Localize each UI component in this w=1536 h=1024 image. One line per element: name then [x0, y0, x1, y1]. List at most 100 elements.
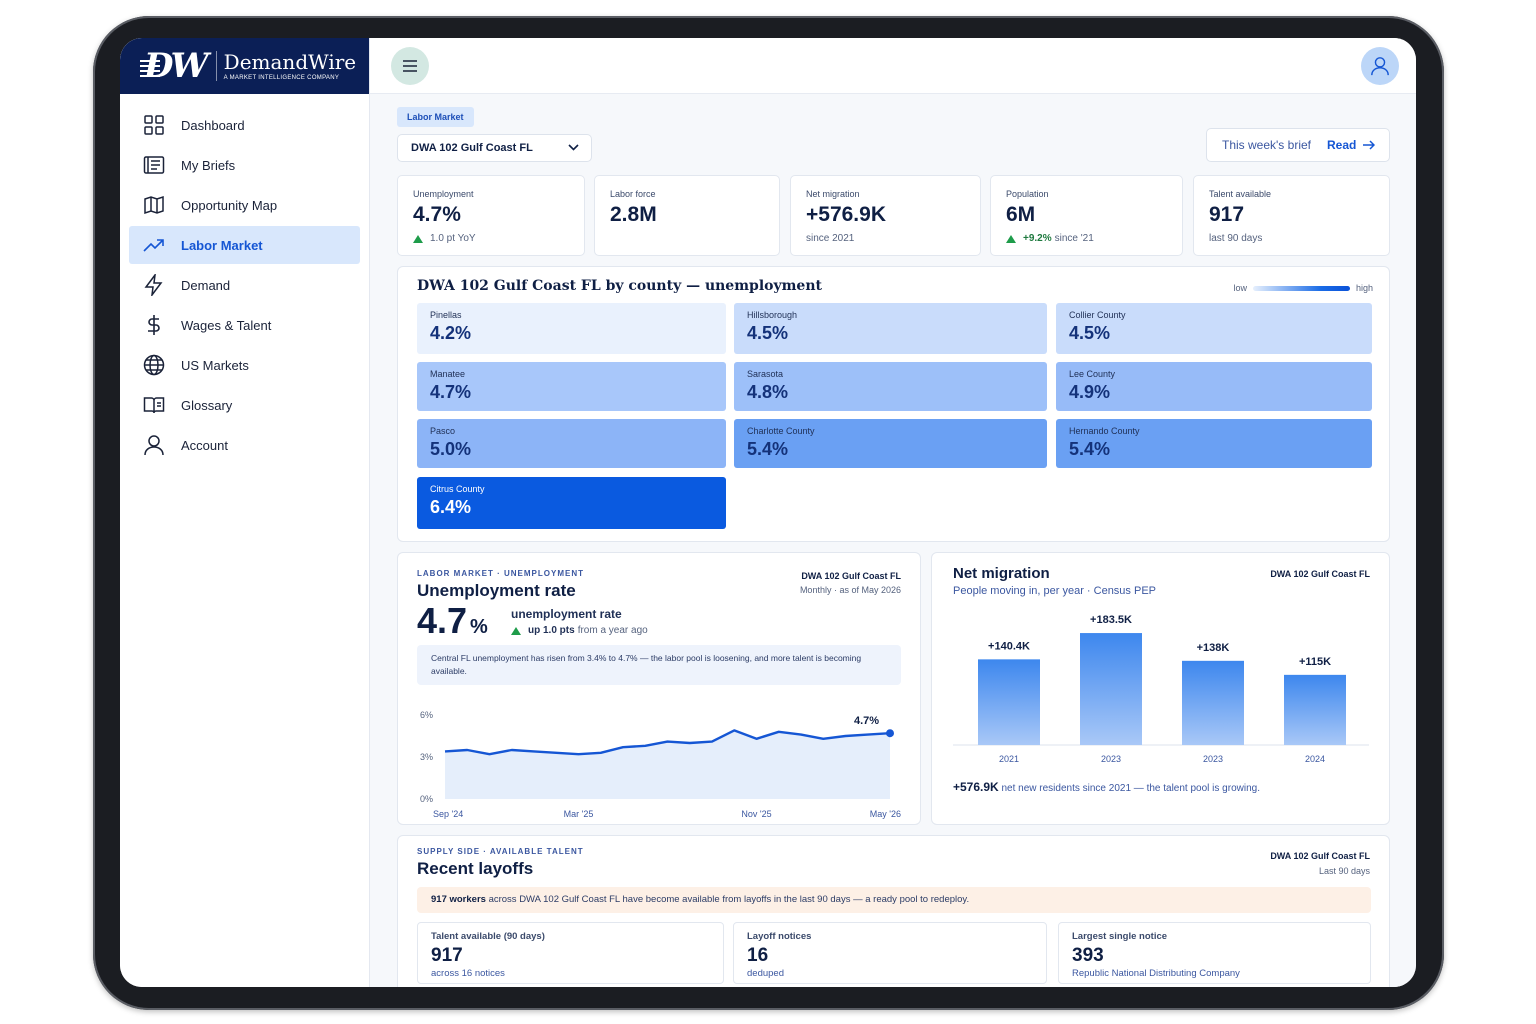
county-tile[interactable]: Manatee 4.7% [417, 362, 726, 411]
county-tile[interactable]: Pasco 5.0% [417, 419, 726, 468]
bar-value-label: +183.5K [1090, 614, 1132, 626]
county-value: 5.4% [1069, 439, 1111, 459]
county-name: Manatee [430, 369, 466, 379]
sidebar: DW DemandWire A MARKET INTELLIGENCE COMP… [120, 38, 370, 987]
stat-value: 16 [747, 945, 769, 966]
kpi-sub-text: 1.0 pt YoY [430, 233, 476, 244]
kpi-value: 4.7% [413, 203, 461, 226]
kpi-label: Net migration [806, 189, 860, 199]
sidebar-item-wages-talent[interactable]: Wages & Talent [129, 306, 360, 344]
bar-value-label: +115K [1299, 656, 1331, 668]
bar-category-label: 2024 [1305, 754, 1325, 764]
lightning-icon [143, 274, 165, 296]
sidebar-item-dashboard[interactable]: Dashboard [129, 106, 360, 144]
sidebar-item-label: Glossary [181, 397, 233, 413]
sidebar-item-label: Wages & Talent [181, 317, 272, 333]
menu-button[interactable] [391, 47, 429, 85]
migration-bar [1284, 674, 1346, 745]
kpi-value: +576.9K [806, 203, 886, 226]
chevron-down-icon [568, 144, 579, 151]
stat-layoff-notices[interactable]: Layoff notices 16 deduped [733, 922, 1047, 984]
county-tile[interactable]: Citrus County 6.4% [417, 477, 726, 529]
profile-button[interactable] [1361, 47, 1399, 85]
county-tile[interactable]: Sarasota 4.8% [734, 362, 1047, 411]
county-value: 4.5% [1069, 323, 1111, 343]
bar-category-label: 2023 [1203, 754, 1223, 764]
arrow-right-icon[interactable] [1363, 140, 1375, 150]
card-subtitle: People moving in, per year · Census PEP [953, 585, 1156, 597]
kpi-card-population[interactable]: Population 6M +9.2% since '21 [990, 175, 1183, 256]
layoffs-banner: 917 workers across DWA 102 Gulf Coast FL… [417, 887, 1371, 913]
county-tile[interactable]: Pinellas 4.2% [417, 303, 726, 354]
county-heatmap-panel: DWA 102 Gulf Coast FL by county — unempl… [397, 266, 1390, 542]
trend-up-icon [511, 626, 521, 635]
big-stat-value: 4.7 [417, 600, 468, 641]
sidebar-item-my-briefs[interactable]: My Briefs [129, 146, 360, 184]
heatmap-title: DWA 102 Gulf Coast FL by county — unempl… [417, 278, 822, 294]
line-end-point [886, 729, 894, 738]
brand-tagline: A MARKET INTELLIGENCE COMPANY [223, 75, 340, 81]
tablet-frame: DW DemandWire A MARKET INTELLIGENCE COMP… [93, 16, 1444, 1010]
card-market: DWA 102 Gulf Coast FL [1270, 569, 1370, 579]
kpi-sub: last 90 days [1209, 233, 1263, 244]
card-eyebrow: SUPPLY SIDE · AVAILABLE TALENT [417, 847, 584, 856]
kpi-value: 6M [1006, 203, 1036, 226]
line-end-label: 4.7% [854, 715, 879, 727]
county-value: 5.0% [430, 439, 472, 459]
card-asof: Monthly · as of May 2026 [799, 585, 901, 595]
trend-up-icon [1006, 234, 1016, 243]
stat-sub: Republic National Distributing Company [1072, 968, 1240, 979]
brand-mark: DW [140, 46, 209, 86]
stat-label: Talent available (90 days) [431, 931, 545, 942]
sidebar-item-label: My Briefs [181, 157, 236, 173]
sidebar-item-demand[interactable]: Demand [129, 266, 360, 304]
brand-logo[interactable]: DW DemandWire A MARKET INTELLIGENCE COMP… [120, 38, 369, 94]
x-tick-label: Nov '25 [741, 809, 771, 819]
sidebar-item-glossary[interactable]: Glossary [129, 386, 360, 424]
sidebar-item-account[interactable]: Account [129, 426, 360, 464]
dashboard-icon [143, 114, 165, 136]
county-tile[interactable]: Lee County 4.9% [1056, 362, 1372, 411]
stat-sub: across 16 notices [431, 968, 505, 979]
brand-name: DemandWire [223, 50, 357, 74]
county-tile[interactable]: Charlotte County 5.4% [734, 419, 1047, 468]
stat-largest-notice[interactable]: Largest single notice 393 Republic Natio… [1058, 922, 1371, 984]
market-select[interactable]: DWA 102 Gulf Coast FL [397, 134, 592, 162]
x-tick-label: Sep '24 [433, 809, 463, 819]
big-stat-desc: unemployment rate [511, 607, 622, 621]
read-brief-link[interactable]: Read [1327, 138, 1357, 152]
kpi-card-unemployment[interactable]: Unemployment 4.7% 1.0 pt YoY [397, 175, 585, 256]
kpi-card-talent-available[interactable]: Talent available 917 last 90 days [1193, 175, 1390, 256]
stat-talent-available[interactable]: Talent available (90 days) 917 across 16… [417, 922, 724, 984]
county-tile[interactable]: Hernando County 5.4% [1056, 419, 1372, 468]
unemployment-line-chart: 6% 3% 0% 4.7% Sep '24 Mar '25 Nov '25 May '26 [420, 710, 901, 819]
banner-text: across DWA 102 Gulf Coast FL have become… [488, 894, 970, 905]
sidebar-item-us-markets[interactable]: US Markets [129, 346, 360, 384]
legend-high: high [1355, 283, 1373, 293]
county-name: Hillsborough [747, 310, 798, 320]
sidebar-item-label: Labor Market [181, 237, 263, 253]
kpi-card-net-migration[interactable]: Net migration +576.9K since 2021 [790, 175, 981, 256]
net-migration-bar-chart: +140.4K 2021 +183.5K 2023 +138K 2023 +115K 2024 [953, 614, 1369, 764]
hamburger-icon [403, 60, 417, 72]
card-period: Last 90 days [1318, 866, 1370, 876]
migration-footer: +576.9K net new residents since 2021 — t… [953, 780, 1260, 794]
change-value: up 1.0 pts [528, 625, 575, 636]
y-tick-label: 3% [420, 752, 433, 762]
stat-value: 393 [1072, 945, 1104, 966]
county-tile[interactable]: Hillsborough 4.5% [734, 303, 1047, 354]
sidebar-item-labor-market[interactable]: Labor Market [129, 226, 360, 264]
sidebar-item-label: Account [181, 437, 228, 453]
card-title: Net migration [953, 565, 1050, 582]
legend-gradient [1252, 285, 1350, 291]
kpi-label: Labor force [610, 189, 656, 199]
kpi-value: 917 [1209, 203, 1245, 226]
stat-value: 917 [431, 945, 463, 966]
kpi-card-labor-force[interactable]: Labor force 2.8M [594, 175, 780, 256]
kpi-label: Population [1006, 189, 1049, 199]
big-stat-unit: % [470, 616, 488, 638]
globe-icon [143, 354, 165, 376]
county-tile[interactable]: Collier County 4.5% [1056, 303, 1372, 354]
county-value: 4.8% [747, 382, 789, 402]
sidebar-item-opportunity-map[interactable]: Opportunity Map [129, 186, 360, 224]
